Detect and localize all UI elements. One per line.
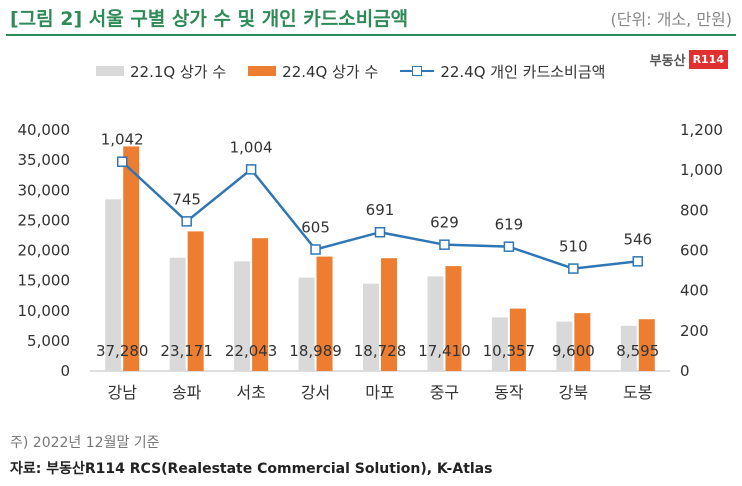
x-tick-label: 강북 [559,383,588,402]
legend-swatch-card-spending [400,64,435,78]
y-left-tick-label: 0 [60,362,70,380]
line-value-label: 629 [430,214,459,232]
bar-22-4q [316,256,333,371]
bar-value-label: 22,043 [225,342,278,360]
bar-22-4q [574,313,591,371]
line-marker [245,164,257,175]
bar-22-4q [509,308,526,371]
bar-22-4q [638,319,655,371]
legend-swatch-22-4q [248,66,277,76]
y-right-tick-label: 800 [680,201,709,219]
footnote: 주) 2022년 12월말 기준 [10,435,160,451]
y-left-tick-label: 15,000 [18,272,71,290]
legend-label-card-spending: 22.4Q 개인 카드소비금액 [440,62,606,81]
bar-22-1q [491,317,508,371]
chart-title: [그림 2] 서울 구별 상가 수 및 개인 카드소비금액 [10,8,409,30]
unit-label: (단위: 개소, 만원) [610,10,732,29]
line-marker [632,256,644,267]
y-left-tick-label: 10,000 [18,302,71,320]
y-right-tick-label: 1,200 [680,121,723,139]
line-marker [439,239,450,250]
bar-22-4q [187,231,204,371]
line-value-label: 510 [559,238,588,256]
y-left-tick-label: 25,000 [18,211,71,229]
bar-22-1q [363,283,379,371]
bar-22-1q [620,325,637,371]
legend-item-22-1q: 22.1Q 상가 수 [96,61,226,82]
x-tick-label: 중구 [430,383,459,402]
x-tick-label: 마포 [365,383,394,402]
legend: 22.1Q 상가 수 22.4Q 상가 수 22.4Q 개인 카드소비금액 [96,60,627,82]
bar-value-label: 18,989 [289,342,342,360]
line-value-label: 745 [172,190,201,208]
line-value-label: 605 [301,218,330,236]
y-right-tick-label: 600 [680,242,709,260]
line-marker [503,241,515,252]
line-marker [568,263,579,274]
x-tick-label: 서초 [236,383,265,402]
legend-label-22-4q: 22.4Q 상가 수 [282,62,379,81]
line-marker [116,156,128,167]
x-tick-label: 강남 [107,383,137,402]
bar-22-1q [169,257,186,371]
legend-item-22-4q: 22.4Q 상가 수 [248,61,378,82]
y-right-tick-label: 1,000 [680,161,723,179]
logo-badge: R114 [688,50,728,69]
bar-value-label: 18,728 [354,342,407,360]
bar-22-4q [252,238,269,371]
y-left-tick-label: 40,000 [18,121,71,139]
bar-22-4q [445,266,462,371]
x-tick-label: 강서 [301,383,330,402]
line-value-label: 1,042 [101,131,144,149]
bar-value-label: 8,595 [616,342,659,360]
logo-text: 부동산 [649,54,686,69]
line-marker [374,226,386,238]
bar-22-1q [234,261,251,371]
r114-logo: 부동산 R114 [650,50,728,69]
bar-22-4q [381,258,397,371]
x-tick-label: 동작 [494,383,524,402]
y-left-tick-label: 35,000 [18,151,71,169]
bar-22-4q [123,146,140,371]
bar-22-1q [427,276,444,371]
title-divider [6,34,736,36]
bar-22-1q [556,321,573,371]
bar-value-label: 10,357 [483,342,536,360]
bar-value-label: 9,600 [552,342,595,360]
y-right-tick-label: 0 [680,362,690,380]
line-value-label: 691 [366,201,395,219]
bar-22-1q [298,277,315,371]
y-right-tick-label: 200 [680,322,709,340]
line-value-label: 546 [623,230,652,248]
y-left-tick-label: 30,000 [18,181,71,199]
y-right-tick-label: 400 [680,282,709,300]
legend-label-22-1q: 22.1Q 상가 수 [130,62,227,81]
line-value-label: 619 [495,216,524,234]
bar-22-1q [105,199,122,371]
line-value-label: 1,004 [230,138,273,156]
y-left-tick-label: 5,000 [27,332,70,350]
y-left-tick-label: 20,000 [18,242,71,260]
source-line: 자료: 부동산R114 RCS(Realestate Commercial So… [10,461,493,477]
x-tick-label: 도봉 [623,383,652,402]
line-marker [310,244,321,255]
legend-swatch-22-1q [96,66,124,76]
bar-value-label: 17,410 [418,342,471,360]
legend-item-card-spending: 22.4Q 개인 카드소비금액 [400,61,605,82]
line-marker [181,216,192,227]
bar-value-label: 23,171 [160,342,213,360]
x-tick-label: 송파 [172,383,202,402]
bar-value-label: 37,280 [96,342,149,360]
